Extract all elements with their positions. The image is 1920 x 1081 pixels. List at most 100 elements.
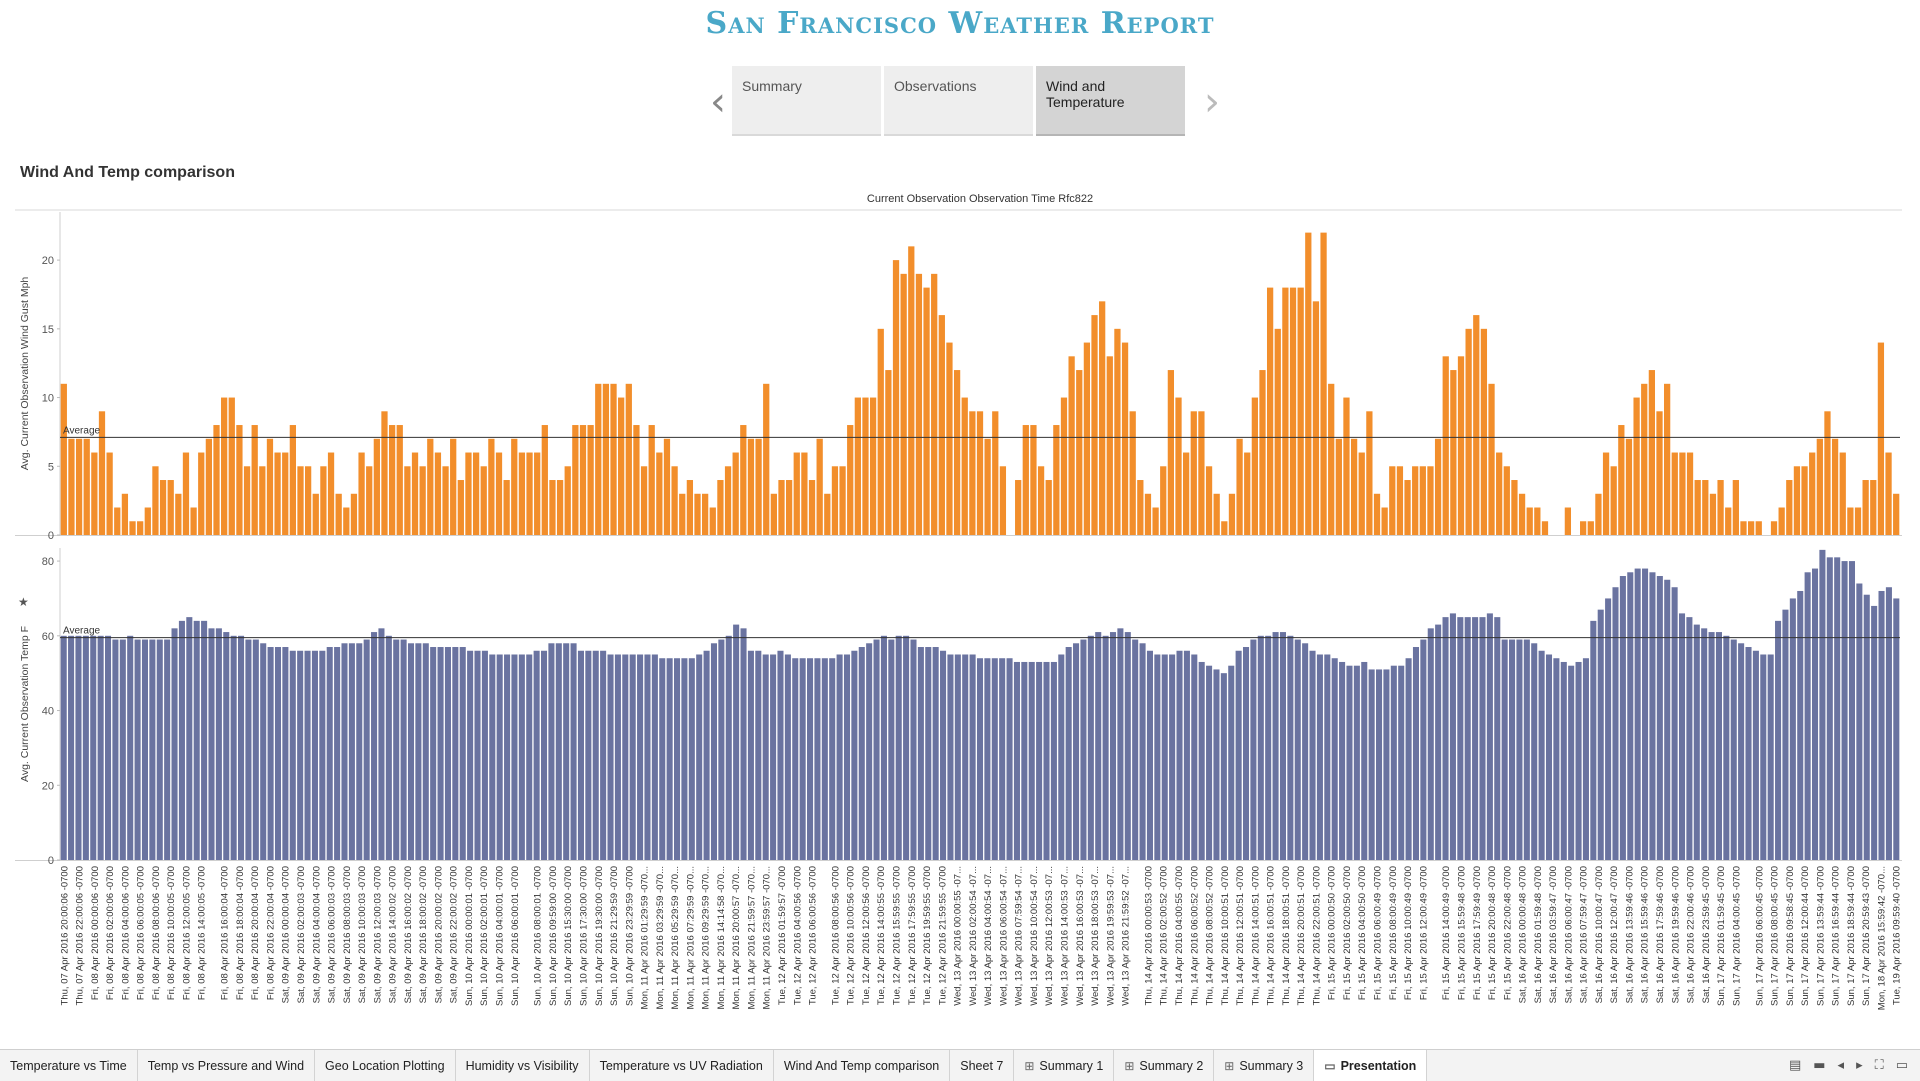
wind-bar[interactable] xyxy=(579,425,587,535)
filmstrip-view-icon[interactable]: ▤ xyxy=(1788,1058,1802,1073)
wind-bar[interactable] xyxy=(1732,480,1739,535)
temp-bar[interactable] xyxy=(1021,661,1028,860)
wind-bar[interactable] xyxy=(923,287,930,535)
wind-bar[interactable] xyxy=(1412,466,1419,535)
wind-bar[interactable] xyxy=(305,466,312,535)
temp-bar[interactable] xyxy=(1427,628,1434,860)
wind-bar[interactable] xyxy=(801,452,808,535)
temp-bar[interactable] xyxy=(1013,661,1020,860)
wind-bar[interactable] xyxy=(854,397,861,535)
temp-bar[interactable] xyxy=(1043,661,1050,860)
story-tab[interactable]: ▭ Presentation xyxy=(1314,1050,1428,1081)
wind-bar[interactable] xyxy=(511,438,518,535)
wind-bar[interactable] xyxy=(931,273,938,535)
temp-bar[interactable] xyxy=(1250,639,1257,860)
wind-bar[interactable] xyxy=(602,383,610,535)
temp-bar[interactable] xyxy=(252,639,259,860)
temp-bar[interactable] xyxy=(467,650,474,860)
temp-bar[interactable] xyxy=(164,639,171,860)
temp-bar[interactable] xyxy=(1494,617,1501,860)
temp-bar[interactable] xyxy=(444,647,451,860)
temp-bar[interactable] xyxy=(1686,617,1693,860)
wind-bar[interactable] xyxy=(75,438,83,535)
temp-bar[interactable] xyxy=(1789,598,1796,860)
temp-bar[interactable] xyxy=(1560,661,1567,860)
wind-bar[interactable] xyxy=(1404,480,1411,535)
wind-bar[interactable] xyxy=(1205,466,1213,535)
wind-bar[interactable] xyxy=(1725,507,1732,535)
temp-bar[interactable] xyxy=(999,658,1006,860)
temp-bar[interactable] xyxy=(644,654,651,860)
wind-bar[interactable] xyxy=(228,397,235,535)
wind-bar[interactable] xyxy=(83,438,90,535)
temp-bar[interactable] xyxy=(843,654,851,860)
temp-bar[interactable] xyxy=(1154,654,1161,860)
temp-bar[interactable] xyxy=(1797,590,1804,860)
temp-bar[interactable] xyxy=(1760,654,1767,860)
temp-bar[interactable] xyxy=(903,635,910,860)
temp-bar[interactable] xyxy=(1531,643,1538,860)
dashboard-tab[interactable]: ⊞ Summary 1 xyxy=(1014,1050,1115,1081)
wind-bar[interactable] xyxy=(1801,466,1808,535)
temp-bar[interactable] xyxy=(1191,654,1198,860)
wind-bar[interactable] xyxy=(1755,521,1762,535)
temp-bar[interactable] xyxy=(563,643,570,860)
wind-bar[interactable] xyxy=(908,246,915,536)
wind-bar[interactable] xyxy=(450,438,457,535)
temp-bar[interactable] xyxy=(1649,572,1656,860)
wind-bar[interactable] xyxy=(98,411,106,535)
dashboard-tab[interactable]: ⊞ Summary 2 xyxy=(1114,1050,1215,1081)
temp-bar[interactable] xyxy=(1346,665,1353,860)
wind-bar[interactable] xyxy=(1625,438,1633,535)
temp-bar[interactable] xyxy=(1132,639,1139,860)
wind-bar[interactable] xyxy=(526,452,533,535)
wind-bar[interactable] xyxy=(259,466,266,535)
wind-bar[interactable] xyxy=(221,397,228,535)
wind-bar[interactable] xyxy=(534,452,541,535)
wind-bar[interactable] xyxy=(121,493,129,535)
wind-bar[interactable] xyxy=(1831,438,1839,535)
temp-bar[interactable] xyxy=(1568,665,1575,860)
temp-bar[interactable] xyxy=(1590,620,1597,860)
temp-bar[interactable] xyxy=(1767,654,1774,860)
wind-bar[interactable] xyxy=(702,493,709,535)
wind-bar[interactable] xyxy=(892,260,900,535)
temp-bar[interactable] xyxy=(1752,650,1759,860)
wind-bar[interactable] xyxy=(961,397,968,535)
presentation-mode-icon[interactable]: ▭ xyxy=(1895,1058,1908,1073)
temp-bar[interactable] xyxy=(1715,632,1722,860)
wind-bar[interactable] xyxy=(1602,452,1610,535)
wind-bar[interactable] xyxy=(1037,466,1045,535)
wind-bar[interactable] xyxy=(1053,425,1060,535)
temp-bar[interactable] xyxy=(511,654,518,860)
temp-bar[interactable] xyxy=(415,643,422,860)
temp-bar[interactable] xyxy=(319,650,326,860)
temp-bar[interactable] xyxy=(1073,643,1080,860)
temp-bar[interactable] xyxy=(540,650,548,860)
wind-bar[interactable] xyxy=(1175,397,1182,535)
temp-bar[interactable] xyxy=(1287,635,1294,860)
tabs-view-icon[interactable]: ▬ xyxy=(1813,1058,1826,1073)
wind-bar[interactable] xyxy=(1335,438,1342,535)
wind-bar[interactable] xyxy=(373,438,380,535)
wind-bar[interactable] xyxy=(1183,452,1190,535)
wind-bar[interactable] xyxy=(618,397,625,535)
wind-bar[interactable] xyxy=(1503,466,1510,535)
temp-bar[interactable] xyxy=(311,650,318,860)
wind-bar[interactable] xyxy=(740,425,747,535)
temp-bar[interactable] xyxy=(193,620,200,860)
wind-bar[interactable] xyxy=(816,438,823,535)
temp-bar[interactable] xyxy=(1856,583,1863,861)
wind-bar[interactable] xyxy=(1877,342,1885,535)
temp-bar[interactable] xyxy=(1124,632,1131,860)
temp-bar[interactable] xyxy=(1331,658,1338,860)
temp-bar[interactable] xyxy=(481,650,488,860)
temp-bar[interactable] xyxy=(1368,669,1375,860)
wind-bar[interactable] xyxy=(869,397,877,535)
wind-bar[interactable] xyxy=(1457,356,1465,535)
temp-bar[interactable] xyxy=(725,635,732,860)
previous-sheet-icon[interactable]: ◂ xyxy=(1837,1058,1845,1073)
wind-bar[interactable] xyxy=(732,452,739,535)
temp-bar[interactable] xyxy=(1701,628,1708,860)
temp-bar[interactable] xyxy=(940,650,947,860)
